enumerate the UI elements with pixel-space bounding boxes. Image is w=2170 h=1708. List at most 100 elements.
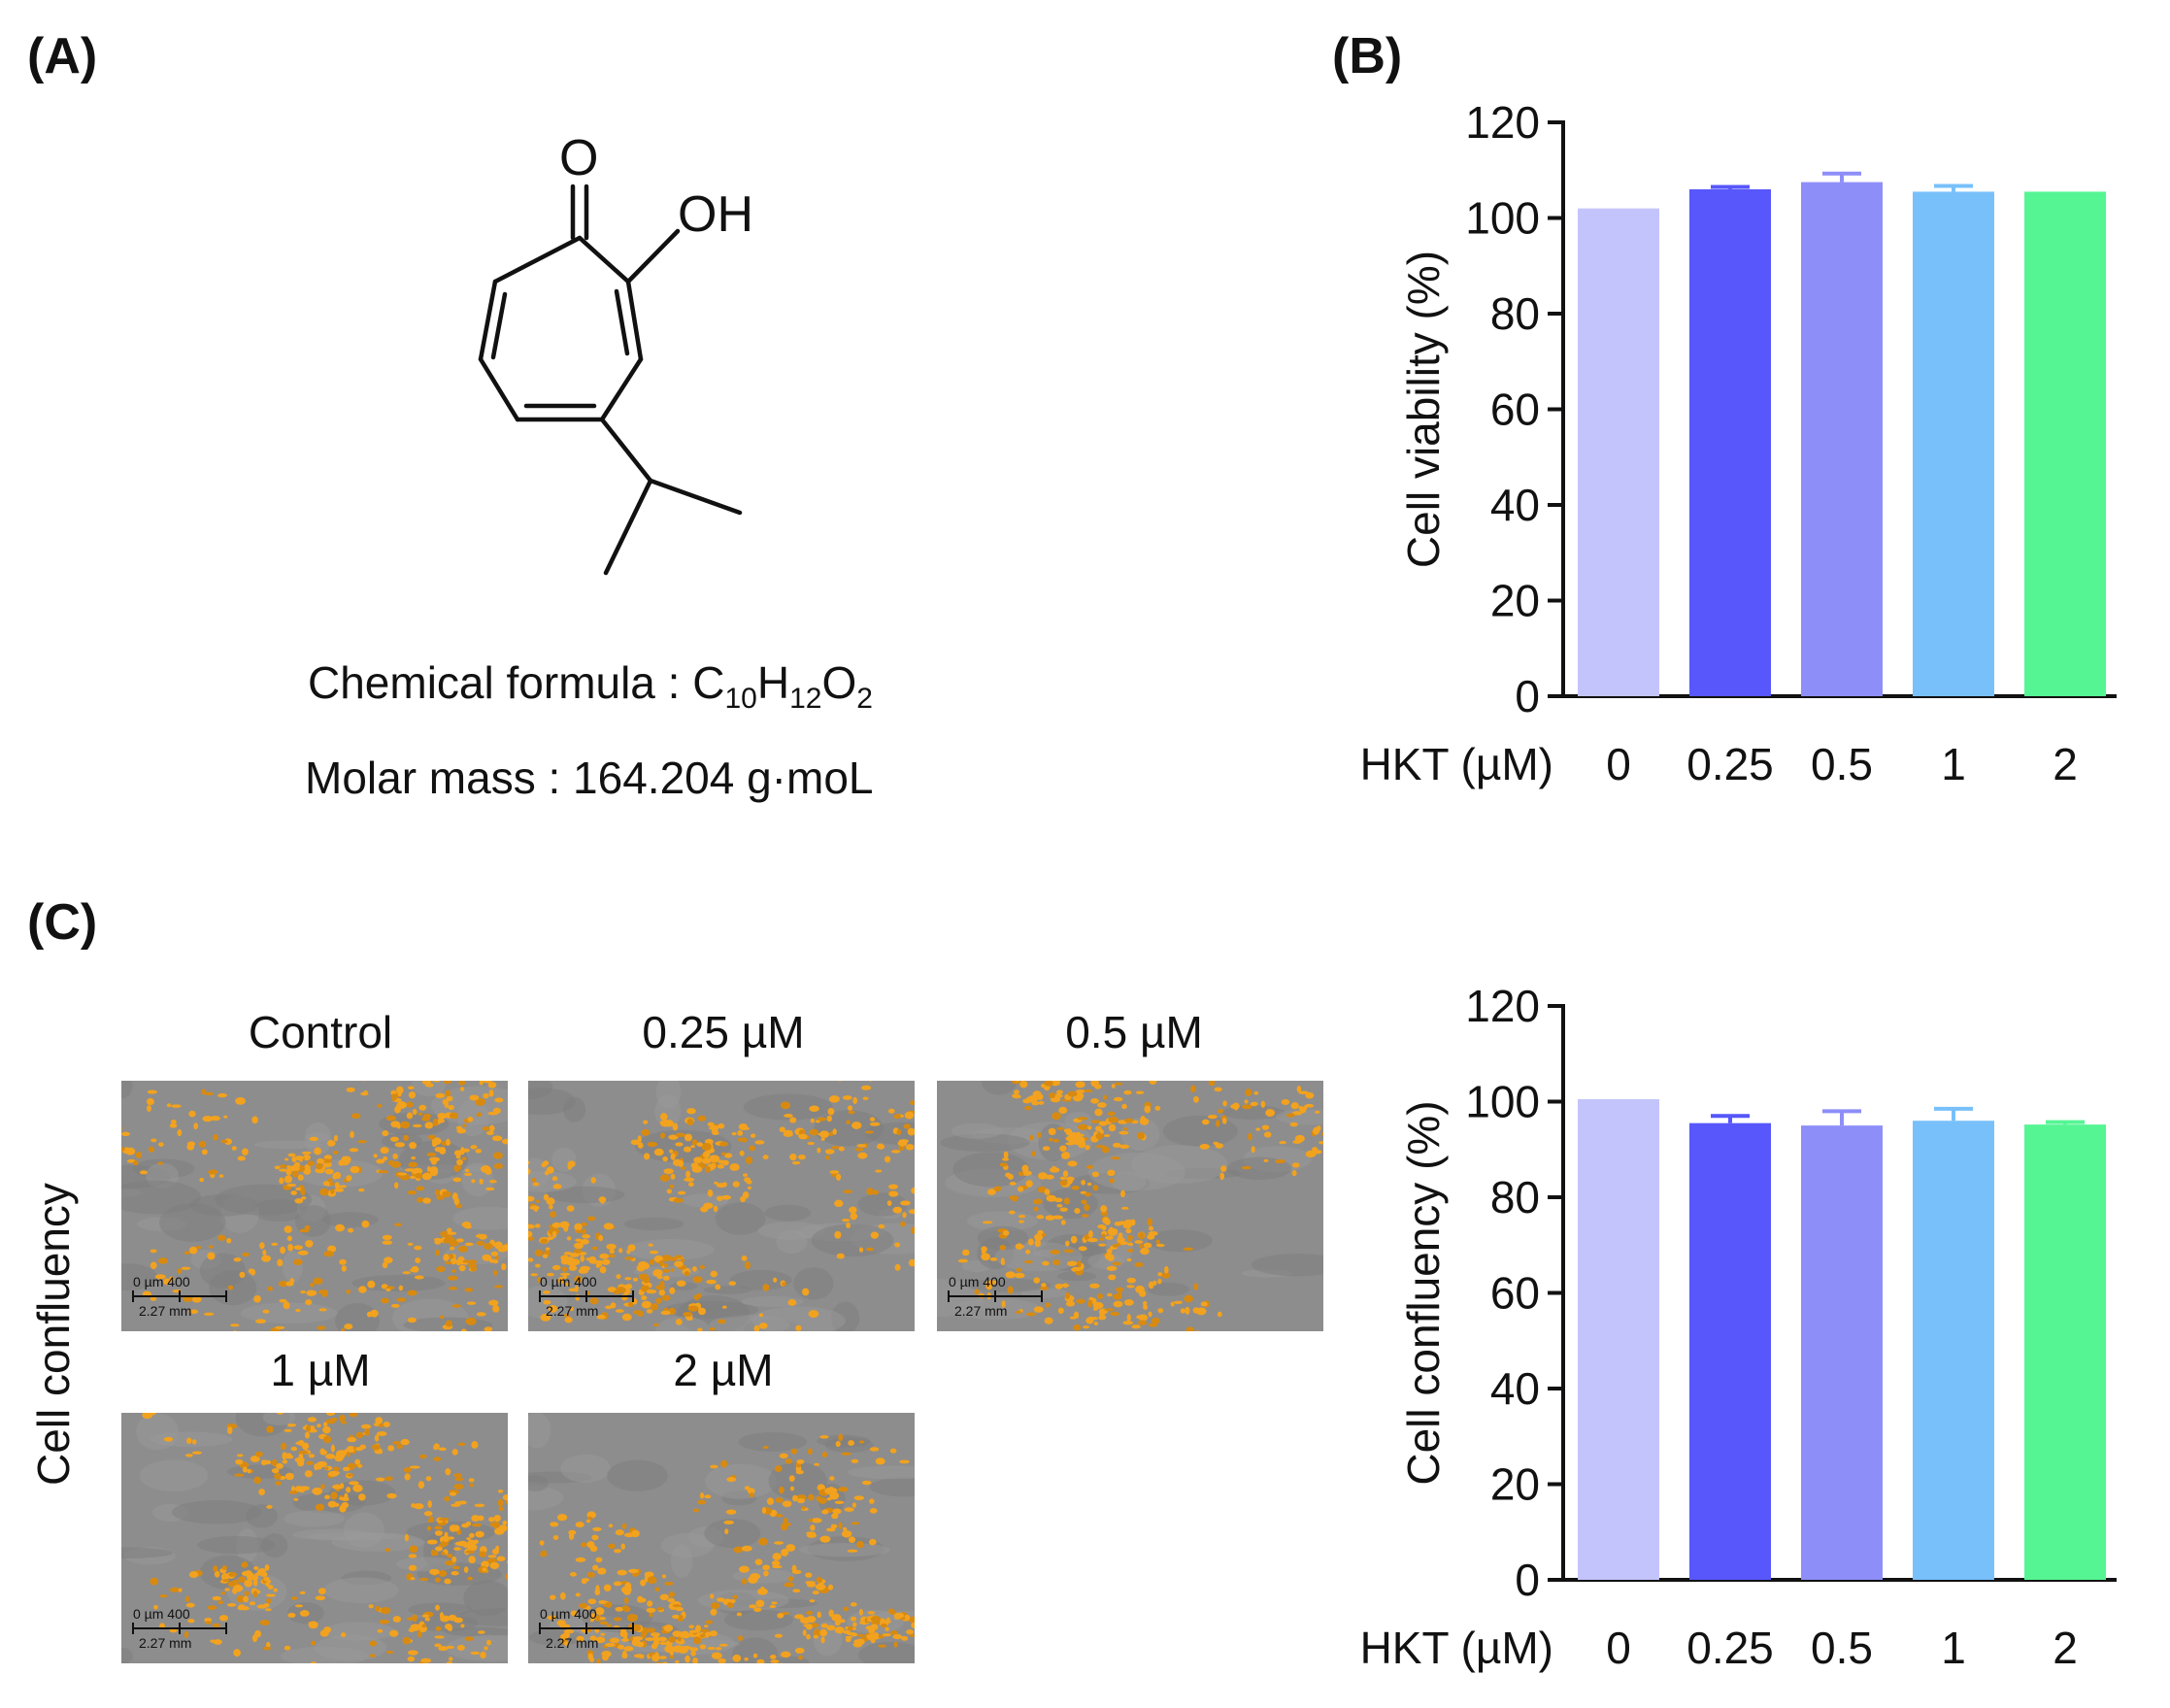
- cell-mark: [383, 1421, 390, 1427]
- cell-mark: [1086, 1237, 1098, 1243]
- cell-mark: [135, 1152, 143, 1158]
- cell-mark: [1126, 1314, 1131, 1323]
- cell-mark: [1067, 1176, 1074, 1185]
- cell-mark: [301, 1196, 307, 1200]
- background-texture: [981, 1081, 1018, 1095]
- cell-mark: [453, 1473, 462, 1478]
- cell-mark: [258, 1489, 265, 1496]
- cell-mark: [213, 1565, 218, 1572]
- cell-mark: [831, 1513, 839, 1520]
- cell-mark: [808, 1518, 814, 1523]
- cell-mark: [559, 1221, 570, 1229]
- cell-mark: [1109, 1178, 1115, 1184]
- cell-mark: [736, 1612, 742, 1617]
- cell-mark: [465, 1522, 472, 1526]
- cell-mark: [624, 1582, 632, 1591]
- cell-mark: [330, 1491, 338, 1500]
- cell-mark: [656, 1607, 664, 1611]
- cell-mark: [321, 1158, 332, 1163]
- cell-mark: [308, 1454, 316, 1458]
- cell-mark: [620, 1543, 625, 1550]
- cell-mark: [486, 1557, 498, 1563]
- background-texture: [715, 1202, 766, 1235]
- cell-mark: [651, 1643, 658, 1650]
- cell-mark: [869, 1507, 878, 1514]
- cell-mark: [586, 1541, 595, 1549]
- cell-mark: [1135, 1090, 1145, 1095]
- double-bond: [490, 291, 508, 360]
- cell-mark: [1019, 1081, 1028, 1088]
- cell-mark: [271, 1458, 278, 1467]
- background-texture: [1038, 1123, 1069, 1162]
- cell-mark: [589, 1613, 596, 1621]
- cell-mark: [618, 1644, 624, 1650]
- background-texture: [562, 1096, 586, 1122]
- cell-mark: [781, 1523, 788, 1531]
- cell-mark: [1018, 1215, 1026, 1219]
- cell-mark: [189, 1250, 195, 1254]
- cell-mark: [421, 1081, 431, 1086]
- background-texture: [1056, 1271, 1097, 1282]
- cell-mark: [1018, 1171, 1024, 1177]
- cell-mark: [637, 1311, 644, 1317]
- cell-mark: [591, 1246, 598, 1251]
- cell-mark: [597, 1567, 607, 1575]
- cell-mark: [1033, 1206, 1039, 1212]
- cell-mark: [652, 1323, 659, 1327]
- cell-mark: [1085, 1145, 1090, 1151]
- cell-mark: [642, 1276, 651, 1284]
- cell-mark: [281, 1442, 287, 1451]
- cell-mark: [1157, 1278, 1162, 1285]
- double-bond: [614, 288, 630, 356]
- cell-mark: [290, 1446, 298, 1452]
- cell-mark: [377, 1628, 384, 1633]
- cell-mark: [1291, 1170, 1297, 1177]
- cell-mark: [266, 1505, 273, 1509]
- cell-mark: [361, 1220, 370, 1228]
- cell-mark: [294, 1155, 304, 1161]
- cell-mark: [436, 1265, 446, 1273]
- cell-mark: [338, 1185, 347, 1189]
- cell-mark: [212, 1623, 221, 1627]
- cell-mark: [676, 1280, 686, 1287]
- cell-mark: [811, 1518, 822, 1524]
- cell-mark: [909, 1633, 915, 1637]
- cell-mark: [394, 1105, 401, 1114]
- cell-mark: [1064, 1291, 1071, 1299]
- cell-mark: [125, 1147, 136, 1155]
- cell-mark: [1016, 1267, 1022, 1272]
- oxygen-label: O: [559, 130, 598, 186]
- cell-mark: [846, 1222, 851, 1229]
- cell-mark: [452, 1177, 462, 1183]
- cell-mark: [860, 1085, 872, 1090]
- cell-mark: [771, 1559, 781, 1567]
- isopropyl-bond: [648, 478, 743, 516]
- cell-mark: [170, 1120, 177, 1124]
- cell-mark: [601, 1258, 611, 1265]
- cell-mark: [191, 1295, 202, 1303]
- cell-mark: [581, 1579, 587, 1585]
- cell-mark: [1215, 1143, 1223, 1149]
- cell-mark: [580, 1239, 589, 1245]
- cell-mark: [1081, 1214, 1089, 1218]
- cell-mark: [471, 1441, 479, 1449]
- cell-mark: [285, 1281, 294, 1287]
- cell-mark: [482, 1126, 490, 1131]
- cell-mark: [238, 1576, 246, 1583]
- cell-mark: [849, 1536, 856, 1543]
- cell-mark: [1007, 1286, 1014, 1294]
- cell-mark: [284, 1428, 292, 1433]
- cell-mark: [300, 1486, 310, 1491]
- cell-mark: [899, 1459, 910, 1464]
- y-tick-label: 60: [1490, 385, 1540, 435]
- cell-mark: [827, 1584, 834, 1591]
- cell-mark: [827, 1107, 835, 1116]
- cell-mark: [290, 1190, 298, 1195]
- cell-mark: [1037, 1131, 1042, 1138]
- x-tick-label: 1: [1941, 1623, 1966, 1673]
- cell-mark: [488, 1179, 497, 1184]
- hydroxyl-label: OH: [678, 186, 753, 243]
- cell-mark: [663, 1168, 674, 1175]
- cell-mark: [911, 1622, 915, 1629]
- cell-mark: [222, 1579, 230, 1583]
